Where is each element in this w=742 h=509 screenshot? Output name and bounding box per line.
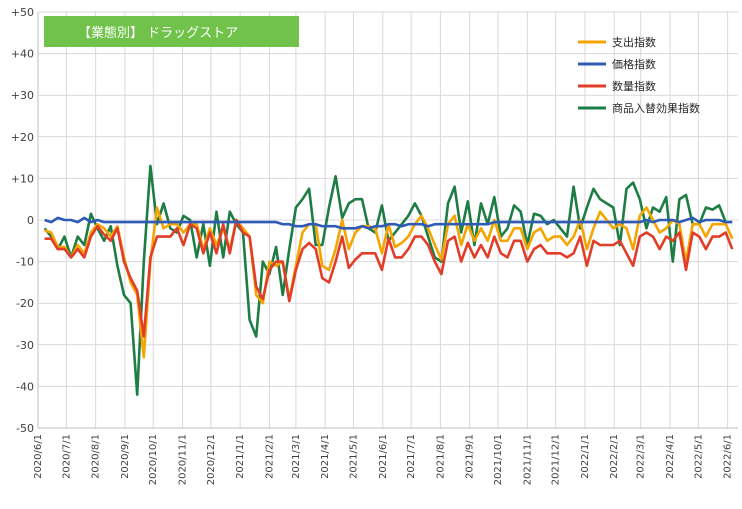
- x-tick-label: 2021/2/1: [264, 434, 275, 479]
- y-tick-label: +30: [11, 89, 34, 102]
- chart-title: 【業態別】 ドラッグストア: [78, 25, 238, 41]
- y-tick-label: -30: [16, 339, 34, 352]
- x-tick-label: 2020/7/1: [61, 434, 72, 479]
- legend-label: 価格指数: [612, 57, 656, 71]
- x-tick-label: 2020/11/1: [178, 434, 189, 485]
- y-tick-label: +20: [11, 131, 34, 144]
- chart-title-box: 【業態別】 ドラッグストア: [44, 16, 299, 47]
- x-tick-label: 2021/11/1: [522, 434, 533, 485]
- x-tick-label: 2021/8/1: [435, 434, 446, 479]
- y-tick-label: +40: [11, 48, 34, 61]
- x-tick-label: 2020/9/1: [120, 434, 131, 479]
- x-tick-label: 2020/10/1: [148, 434, 159, 485]
- legend-label: 数量指数: [612, 79, 656, 93]
- x-tick-label: 2022/5/1: [693, 434, 704, 479]
- y-tick-label: -10: [16, 256, 34, 269]
- y-tick-label: -50: [16, 422, 34, 435]
- x-tick-label: 2021/12/1: [551, 434, 562, 485]
- x-tick-label: 2020/6/1: [33, 434, 44, 479]
- y-axis-ticks: +50 +40 +30 +20 +10 0 -10 -20 -30 -40 -50: [11, 6, 34, 435]
- x-tick-label: 2021/3/1: [291, 434, 302, 479]
- title-background: [44, 16, 299, 47]
- x-tick-label: 2022/4/1: [665, 434, 676, 479]
- y-tick-label: +10: [11, 172, 34, 185]
- y-tick-label: +50: [11, 6, 34, 19]
- y-tick-label: 0: [27, 214, 34, 227]
- series-line-3: [43, 164, 727, 397]
- x-tick-label: 2022/6/1: [723, 434, 734, 479]
- x-tick-label: 2022/3/1: [636, 434, 647, 479]
- x-tick-label: 2021/7/1: [406, 434, 417, 479]
- legend-label: 商品入替効果指数: [612, 101, 700, 115]
- x-axis-ticks: 2020/6/1 2020/7/1 2020/8/1 2020/9/1 2020/10/…: [33, 434, 734, 485]
- x-tick-label: 2021/1/1: [235, 434, 246, 479]
- x-tick-label: 2021/9/1: [465, 434, 476, 479]
- y-tick-label: -40: [16, 380, 34, 393]
- x-tick-label: 2021/10/1: [493, 434, 504, 485]
- x-tick-label: 2021/6/1: [378, 434, 389, 479]
- x-tick-label: 2022/1/1: [580, 434, 591, 479]
- legend-label: 支出指数: [612, 35, 656, 49]
- series-lines: [43, 164, 734, 397]
- series-line-1: [44, 216, 733, 230]
- x-tick-label: 2022/2/1: [609, 434, 620, 479]
- gridlines: [37, 11, 738, 429]
- x-tick-label: 2020/12/1: [206, 434, 217, 485]
- y-tick-label: -20: [16, 297, 34, 310]
- x-tick-label: 2021/4/1: [320, 434, 331, 479]
- x-tick-label: 2020/8/1: [91, 434, 102, 479]
- x-tick-label: 2021/5/1: [349, 434, 360, 479]
- series-line-2: [44, 218, 734, 338]
